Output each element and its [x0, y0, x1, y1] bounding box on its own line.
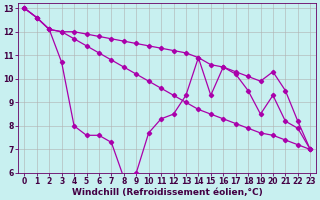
X-axis label: Windchill (Refroidissement éolien,°C): Windchill (Refroidissement éolien,°C): [72, 188, 263, 197]
